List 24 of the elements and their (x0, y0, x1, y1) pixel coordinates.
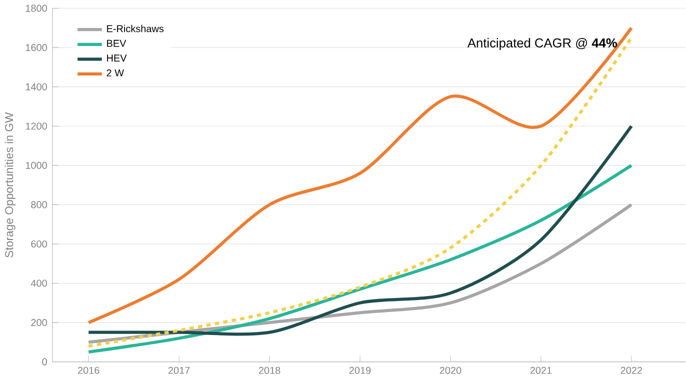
x-tick-label: 2018 (258, 367, 280, 374)
y-tick-label: 1200 (26, 122, 47, 130)
y-axis-title: Storage Opportunities in GW (4, 112, 16, 258)
legend-label: E-Rickshaws (107, 25, 164, 32)
y-tick-label: 800 (31, 201, 47, 208)
x-tick-label: 2016 (78, 367, 100, 374)
y-tick-label: 1400 (26, 83, 47, 91)
y-tick-label: 0 (42, 358, 47, 366)
y-tick-label: 200 (31, 319, 47, 326)
y-tick-label: 1800 (26, 4, 47, 12)
y-tick-label: 1000 (26, 162, 47, 170)
line-series (87, 164, 633, 354)
legend-label: BEV (107, 40, 126, 47)
x-tick-label: 2019 (349, 367, 371, 374)
x-tick-label: 2020 (440, 367, 462, 374)
x-tick-label: 2017 (168, 367, 190, 374)
x-tick-label: 2021 (530, 367, 552, 374)
y-tick-label: 1600 (26, 44, 47, 52)
y-tick-label: 600 (31, 240, 47, 248)
annotation: Anticipated CAGR @ 44% (467, 38, 617, 50)
x-tick-label: 2022 (620, 367, 642, 374)
legend-label: 2 W (106, 70, 124, 76)
legend-label: HEV (107, 54, 127, 62)
y-tick-label: 400 (30, 280, 47, 287)
